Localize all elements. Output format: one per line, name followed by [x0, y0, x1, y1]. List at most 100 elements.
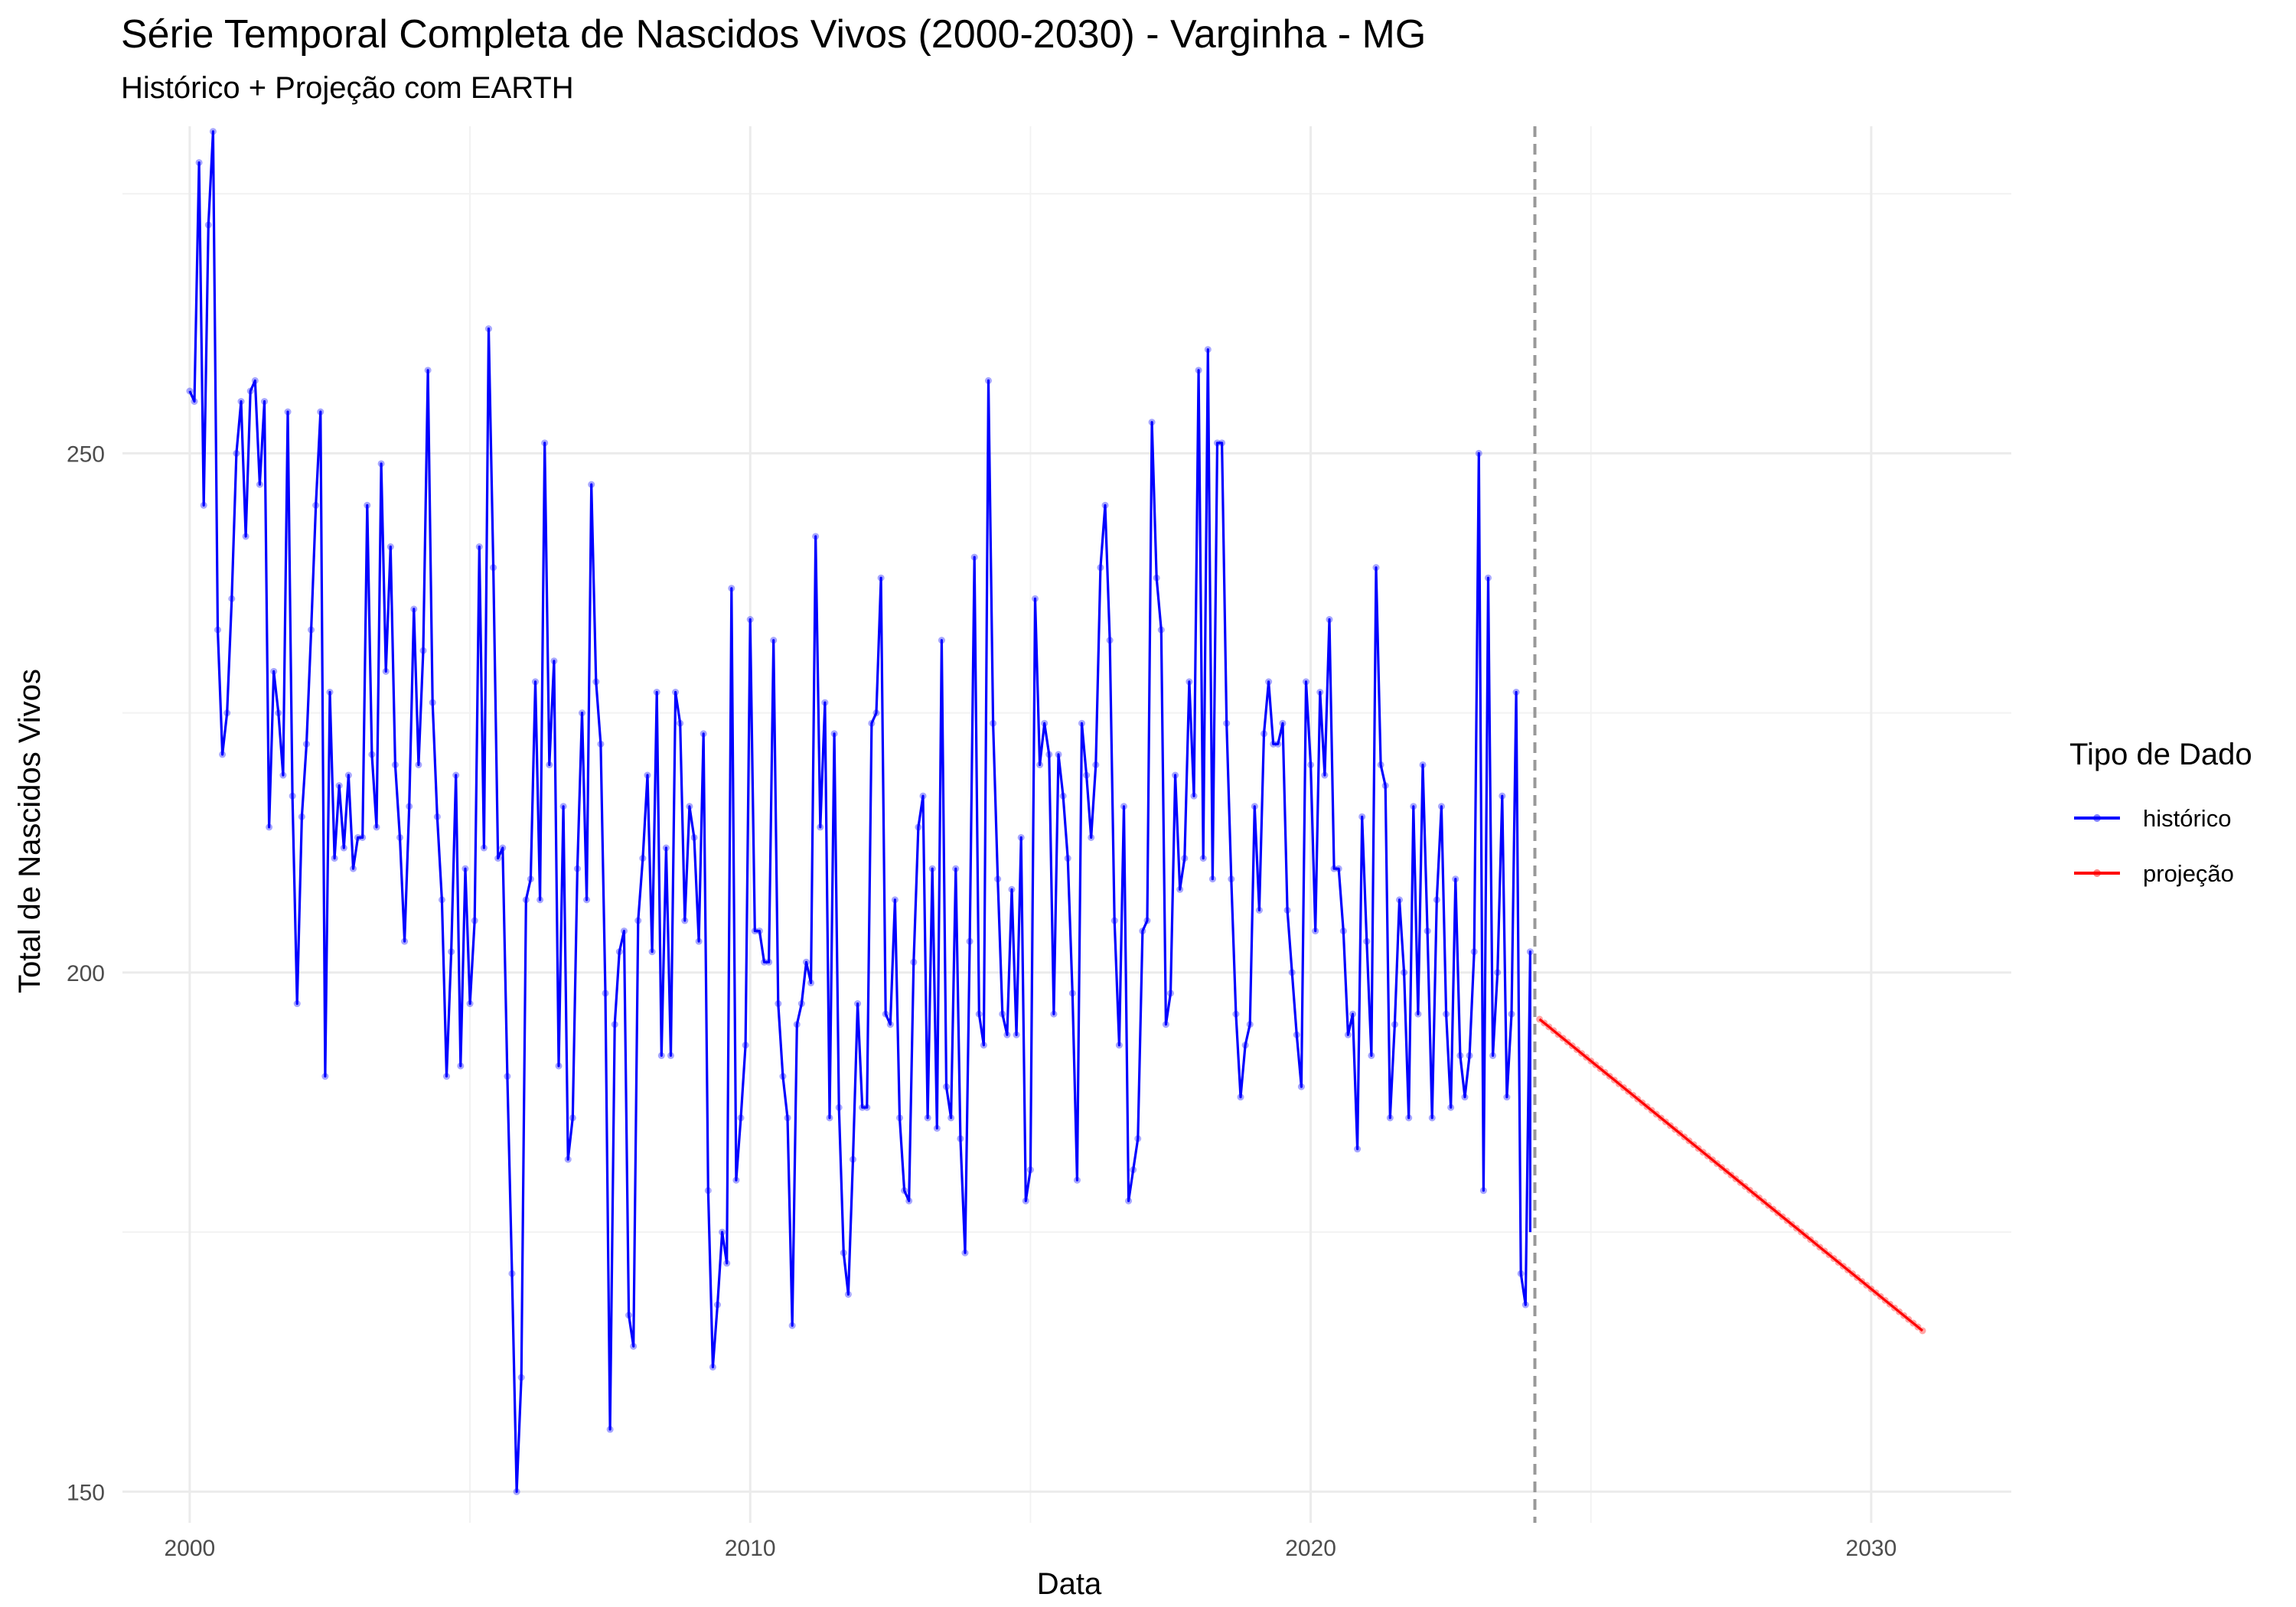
series-historico-point	[317, 408, 325, 416]
series-historico-point	[1241, 1041, 1249, 1049]
legend: Tipo de Dado histórico projeção	[2069, 738, 2252, 887]
series-historico-point	[933, 1124, 941, 1132]
series-historico-point	[1026, 1166, 1034, 1174]
series-historico-point	[970, 553, 978, 561]
series-historico-point	[1101, 501, 1109, 509]
series-projecao-point	[1858, 1277, 1866, 1285]
series-historico-point	[732, 1176, 740, 1184]
y-tick-label: 150	[67, 1480, 105, 1505]
series-projecao-point	[1676, 1129, 1684, 1137]
series-historico-point	[448, 948, 455, 956]
series-historico-point	[602, 989, 609, 997]
series-historico-point	[359, 833, 367, 841]
series-historico-point	[219, 751, 227, 758]
series-historico-point	[354, 833, 362, 841]
series-historico-point	[204, 221, 212, 229]
series-projecao-point	[1792, 1224, 1800, 1232]
y-tick-label: 200	[67, 961, 105, 986]
series-projecao-point	[1835, 1259, 1842, 1266]
series-historico-point	[550, 657, 558, 665]
series-historico-point	[191, 398, 198, 406]
series-projecao-point	[1886, 1300, 1893, 1308]
series-historico-point	[891, 896, 899, 904]
series-historico-point	[1335, 865, 1342, 872]
series-historico-point	[1526, 948, 1534, 956]
series-historico-point	[438, 896, 445, 904]
series-historico-point	[1475, 449, 1482, 457]
series-projecao-point	[1694, 1145, 1702, 1152]
series-projecao-point	[1750, 1190, 1758, 1198]
series-historico-point	[1036, 761, 1044, 768]
series-historico-point	[779, 1073, 787, 1081]
series-historico-point	[406, 803, 413, 810]
series-historico-point	[377, 460, 385, 468]
series-projecao-point	[1550, 1027, 1557, 1035]
series-historico-point	[1499, 792, 1506, 800]
series-historico-point	[1424, 927, 1431, 935]
series-historico-point	[719, 1228, 726, 1236]
series-historico-point	[1255, 906, 1263, 914]
series-historico-point	[662, 844, 670, 852]
series-projecao-point	[1545, 1023, 1553, 1031]
series-historico-point	[761, 958, 768, 966]
series-historico-point	[331, 855, 338, 862]
series-projecao-point	[1900, 1312, 1908, 1319]
series-projecao-point	[1583, 1054, 1590, 1061]
series-historico-point	[886, 1021, 894, 1028]
series-projecao-point	[1601, 1068, 1609, 1076]
series-historico-point	[1097, 564, 1104, 572]
series-historico-point	[844, 1290, 852, 1298]
series-projecao-point	[1596, 1064, 1604, 1072]
series-projecao-point	[1746, 1186, 1753, 1194]
series-historico-point	[1288, 969, 1296, 976]
series-historico-point	[391, 761, 399, 768]
series-historico-point	[817, 823, 824, 831]
series-historico-point	[1251, 803, 1258, 810]
series-projecao-point	[1657, 1114, 1665, 1122]
series-historico-point	[1120, 803, 1127, 810]
series-historico-point	[312, 501, 320, 509]
series-historico-point	[228, 595, 236, 602]
series-historico-point	[466, 1000, 474, 1008]
series-historico-point	[826, 1114, 833, 1122]
series-projecao-point	[1541, 1019, 1548, 1027]
series-historico-point	[1312, 927, 1319, 935]
series-historico-point	[368, 751, 376, 758]
series-historico-point	[877, 574, 885, 582]
series-historico-point	[480, 844, 488, 852]
series-historico-point	[275, 709, 282, 717]
series-historico-point	[494, 855, 502, 862]
series-historico-point	[471, 917, 478, 924]
series-historico-point	[443, 1073, 451, 1081]
series-historico-point	[1190, 792, 1198, 800]
series-projecao-point	[1652, 1110, 1660, 1118]
series-historico-point	[615, 948, 623, 956]
series-historico-point	[233, 449, 240, 457]
series-historico-point	[1386, 1114, 1394, 1122]
series-historico-point	[859, 1103, 866, 1111]
series-historico-point	[1125, 1197, 1133, 1204]
series-historico-point	[751, 927, 758, 935]
series-historico-point	[807, 979, 815, 986]
series-historico-point	[195, 158, 203, 166]
series-historico-point	[237, 398, 245, 406]
series-historico-point	[1162, 1021, 1169, 1028]
series-historico-point	[302, 740, 310, 748]
series-historico-point	[1517, 1270, 1525, 1277]
series-historico-point	[737, 1114, 745, 1122]
series-historico-point	[517, 1374, 525, 1381]
series-projecao-point	[1690, 1141, 1698, 1149]
series-historico-point	[415, 761, 422, 768]
series-historico-point	[1199, 855, 1207, 862]
series-historico-line	[188, 130, 1531, 1493]
series-historico-point	[1176, 885, 1184, 893]
series-historico-point	[457, 1062, 465, 1070]
series-historico-point	[1073, 1176, 1081, 1184]
series-projecao-point	[1554, 1031, 1562, 1038]
series-historico-point	[924, 1114, 931, 1122]
series-projecao-line	[1538, 1018, 1924, 1332]
series-historico-point	[1381, 782, 1389, 790]
series-historico-point	[1297, 1083, 1305, 1090]
series-historico-point	[905, 1197, 913, 1204]
